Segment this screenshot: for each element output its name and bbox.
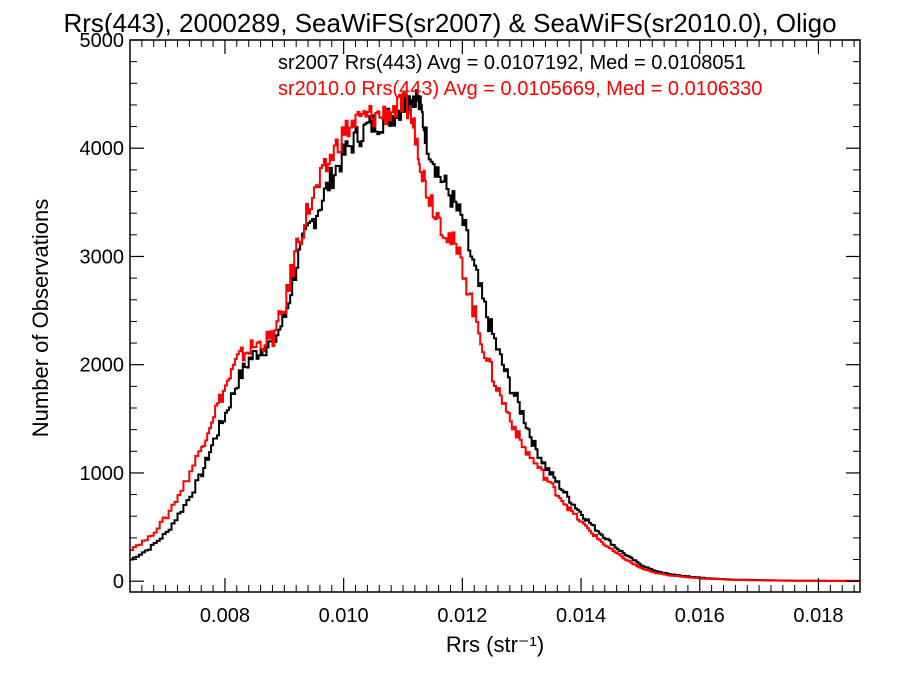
- y-tick: 5000: [80, 30, 860, 52]
- y-tick-label: 4000: [80, 138, 125, 160]
- x-tick-label: 0.012: [437, 605, 487, 627]
- x-tick: 0.018: [793, 40, 843, 627]
- y-tick: 3000: [80, 246, 860, 268]
- y-tick-label: 1000: [80, 463, 125, 485]
- x-axis-ticks: 0.008 0.010 0.012 0.014 0.016 0.018: [141, 40, 855, 627]
- y-axis-label: Number of Observations: [28, 199, 53, 437]
- x-tick: 0.016: [675, 40, 725, 627]
- x-tick: 0.012: [437, 40, 487, 627]
- series-layer: [130, 89, 861, 582]
- series-line-sr2010: [130, 91, 861, 582]
- y-tick-label: 3000: [80, 246, 125, 268]
- y-tick-label: 0: [113, 571, 124, 593]
- x-tick: 0.010: [319, 40, 369, 627]
- y-axis-ticks: 0 1000 2000 3000 4000 5000: [80, 30, 860, 593]
- y-tick: 0: [113, 571, 860, 593]
- x-axis-label: Rrs (str⁻¹): [446, 632, 544, 657]
- y-tick: 4000: [80, 138, 860, 160]
- x-tick: 0.008: [200, 40, 250, 627]
- x-tick-label: 0.010: [319, 605, 369, 627]
- y-tick: 2000: [80, 355, 860, 377]
- x-tick-label: 0.018: [793, 605, 843, 627]
- legend-entry-sr2010: sr2010.0 Rrs(443) Avg = 0.0105669, Med =…: [278, 78, 762, 100]
- x-tick-label: 0.008: [200, 605, 250, 627]
- series-line-sr2007: [130, 89, 861, 582]
- chart-title: Rrs(443), 2000289, SeaWiFS(sr2007) & Sea…: [63, 8, 836, 38]
- x-tick: 0.014: [556, 40, 606, 627]
- x-tick-label: 0.014: [556, 605, 606, 627]
- y-tick-label: 2000: [80, 355, 125, 377]
- y-tick-label: 5000: [80, 30, 125, 52]
- plot-frame: [129, 39, 861, 593]
- y-tick: 1000: [80, 463, 860, 485]
- x-tick-label: 0.016: [675, 605, 725, 627]
- legend-entry-sr2007: sr2007 Rrs(443) Avg = 0.0107192, Med = 0…: [278, 52, 746, 74]
